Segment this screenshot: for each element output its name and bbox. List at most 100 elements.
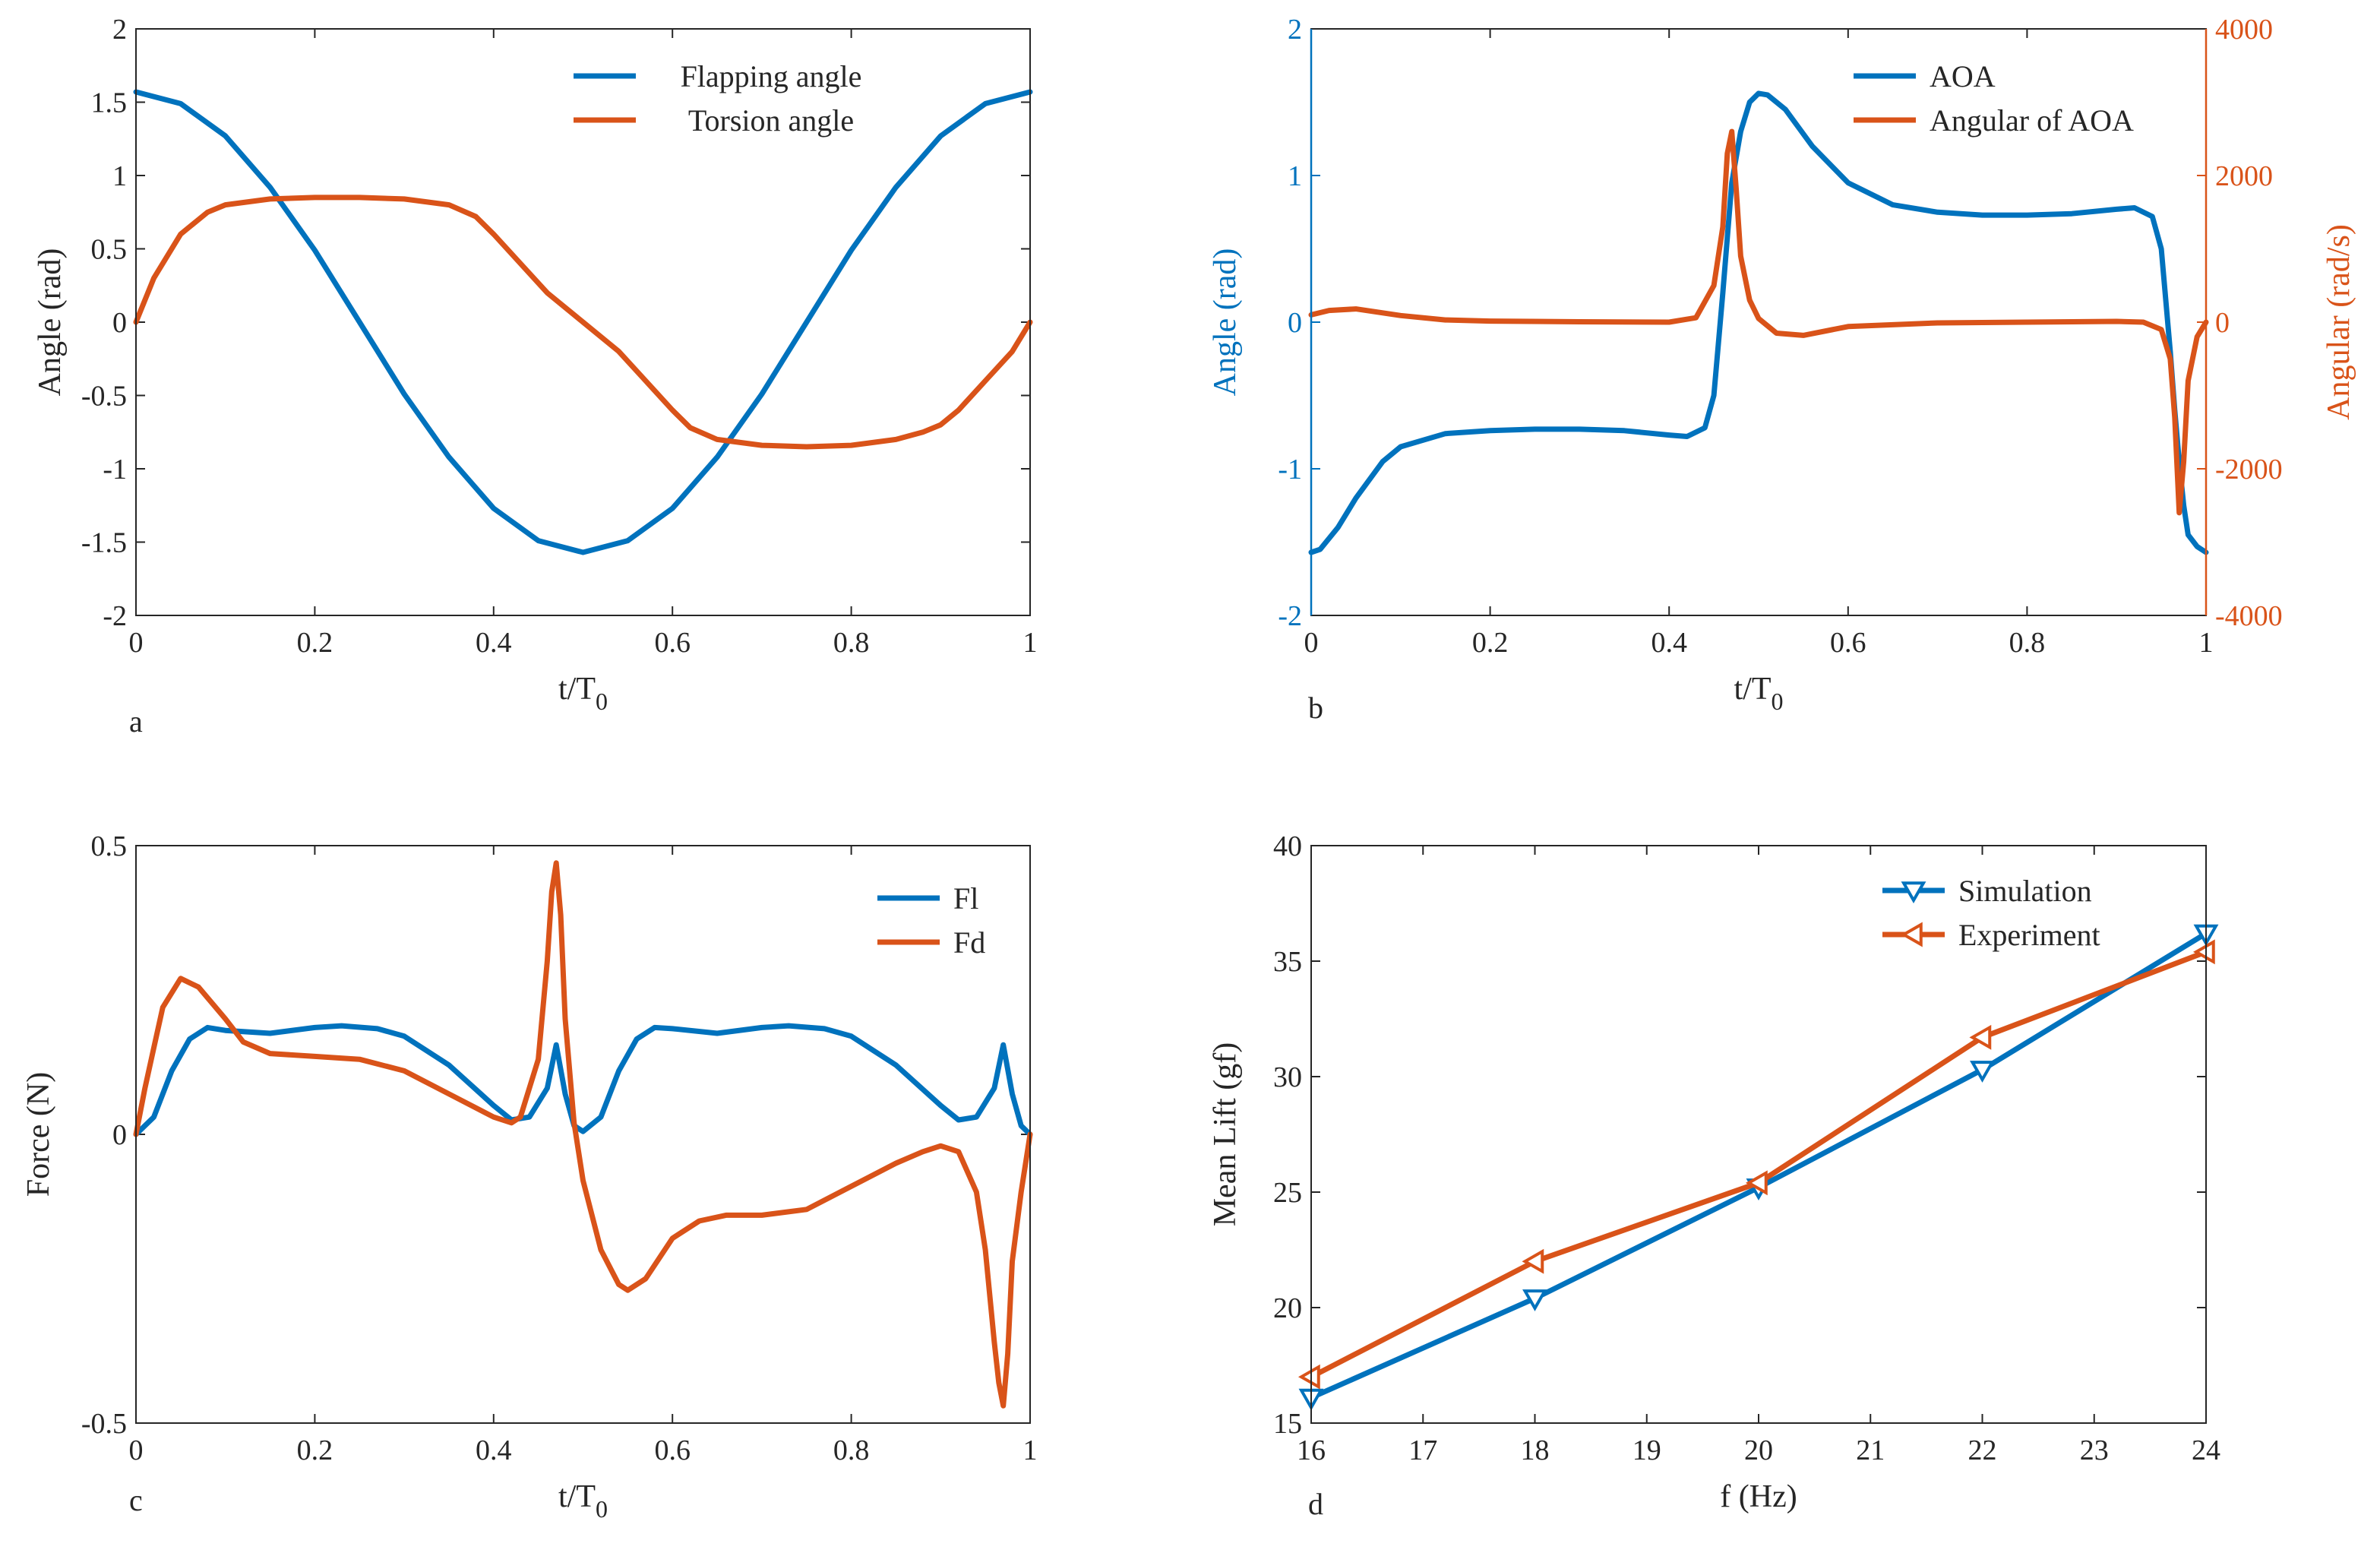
x-axis-label: t/T0 [558,1479,608,1523]
x-tick-label: 19 [1632,1434,1661,1466]
x-axis-label: t/T0 [558,672,608,715]
y-right-tick-label: 0 [2215,307,2230,339]
y-axis-label: Angle (rad) [33,248,68,397]
y-right-tick-label: -4000 [2215,600,2283,632]
y-tick-label: -1.5 [81,527,127,559]
series-line-1 [1308,128,2209,516]
y-tick-label: -2 [103,600,127,632]
plot-area [136,846,1030,1423]
y-tick-label: 0.5 [91,234,128,266]
x-axis-label-subscript: 0 [596,1495,608,1523]
x-axis-label-main: t/T [558,672,596,707]
y-tick-label: 0 [112,307,127,339]
x-tick-label: 23 [2080,1434,2109,1466]
chart-panel-d: 16 17 18 19 20 21 22 23 24 15 20 25 30 35 40 f (Hz) Mean… [1208,830,2220,1521]
data-point-marker [2192,939,2215,965]
x-tick-label: 0 [129,1434,144,1466]
data-point-marker [1969,1024,1992,1050]
y-tick-label: 30 [1273,1061,1302,1093]
legend-label-0: Simulation [1958,874,2092,908]
y-tick-label: 0 [112,1119,127,1151]
y-right-axis-label: Angular (rad/s) [2322,224,2356,420]
x-axis-label-main: t/T [558,1479,596,1514]
x-tick-label: 17 [1408,1434,1437,1466]
y-tick-label: -1 [103,454,127,486]
panel-label: c [129,1483,143,1517]
legend-marker-0 [1901,881,1926,904]
chart-panel-b: 0 0.2 0.4 0.6 0.8 1 -2 -1 0 1 2 -4000 -2000 0 2000 4000… [1208,14,2356,725]
series-line-1 [133,860,1033,1409]
x-tick-label: 0.2 [297,627,333,659]
axes-frame [135,845,1031,1424]
panel-label: a [129,704,143,739]
y-tick-label: -0.5 [81,1408,127,1440]
x-tick-label: 24 [2192,1434,2220,1466]
x-tick-label: 0.6 [654,1434,691,1466]
x-axis-label-subscript: 0 [596,688,608,715]
y-tick-label: 1 [112,160,127,192]
x-axis-label-main: f (Hz) [1720,1479,1797,1514]
x-tick-label: 1 [1023,627,1038,659]
y-tick-label: 1.5 [91,87,128,119]
legend-label-1: Angular of AOA [1930,103,2134,138]
y-tick-label: 40 [1273,830,1302,862]
legend-label-1: Torsion angle [688,103,854,138]
x-tick-label: 21 [1856,1434,1885,1466]
data-point-marker [1522,1289,1547,1311]
legend-marker-1 [1900,922,1923,947]
axes-frame [135,28,1031,616]
y-tick-label: 25 [1273,1177,1302,1209]
series-line-0 [1308,90,2209,555]
y-tick-label: 20 [1273,1292,1302,1324]
legend: Fl Fd [877,881,985,960]
legend-label-0: Fl [953,881,978,916]
y-tick-label: -1 [1278,454,1302,486]
x-tick-label: 1 [2199,627,2214,659]
legend-label-0: AOA [1930,59,1996,93]
legend: AOA Angular of AOA [1854,59,2134,138]
panel-label: b [1308,691,1323,725]
x-tick-label: 0.4 [476,1434,512,1466]
y-tick-label: -0.5 [81,381,127,413]
x-tick-label: 22 [1968,1434,1997,1466]
data-point-marker [1297,1364,1320,1390]
y-axis-label: Angle (rad) [1208,248,1243,397]
x-tick-label: 0.2 [297,1434,333,1466]
y-right-tick-label: -2000 [2215,454,2283,486]
data-point-marker [1745,1170,1768,1196]
x-tick-label: 0.6 [1830,627,1866,659]
x-tick-label: 20 [1744,1434,1773,1466]
legend-label-0: Flapping angle [681,59,862,93]
series-line-0 [133,1023,1033,1137]
x-axis-label: t/T0 [1734,672,1784,715]
y-tick-label: 0 [1288,307,1302,339]
x-tick-label: 0.4 [476,627,512,659]
x-axis-label: f (Hz) [1720,1479,1797,1514]
x-tick-label: 0.8 [833,627,870,659]
y-tick-label: -2 [1278,600,1302,632]
y-axis-label: Force (N) [21,1072,56,1197]
y-tick-label: 35 [1273,946,1302,978]
y-tick-label: 2 [1288,14,1302,46]
legend-label-1: Fd [953,925,985,960]
axes-frame [1310,845,2207,1424]
plot-area [1311,846,2206,1423]
panel-label: d [1308,1487,1323,1521]
legend-label-1: Experiment [1958,918,2100,952]
x-tick-label: 0.8 [2009,627,2046,659]
y-tick-label: 0.5 [91,830,128,862]
y-tick-label: 15 [1273,1408,1302,1440]
x-tick-label: 0 [129,627,144,659]
y-right-tick-label: 4000 [2215,14,2273,46]
legend: Flapping angle Torsion angle [574,59,861,138]
chart-panel-a: 0 0.2 0.4 0.6 0.8 1-2-1.5-1-0.500.511.52t/T0A… [33,14,1038,739]
data-point-marker [1522,1248,1544,1274]
data-point-marker [1970,1061,1995,1083]
y-right-tick-label: 2000 [2215,160,2273,192]
series-line-0 [133,89,1033,555]
legend: Simulation Experiment [1882,874,2100,952]
x-tick-label: 0.2 [1472,627,1509,659]
y-tick-label: 2 [112,14,127,46]
